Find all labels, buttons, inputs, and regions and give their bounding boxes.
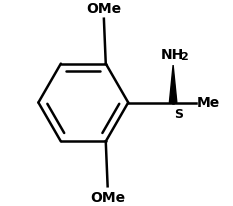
Polygon shape — [169, 66, 177, 103]
Text: OMe: OMe — [90, 190, 125, 204]
Text: S: S — [175, 107, 184, 120]
Text: NH: NH — [161, 48, 184, 62]
Text: Me: Me — [197, 96, 220, 110]
Text: 2: 2 — [181, 52, 188, 62]
Text: OMe: OMe — [86, 2, 121, 16]
